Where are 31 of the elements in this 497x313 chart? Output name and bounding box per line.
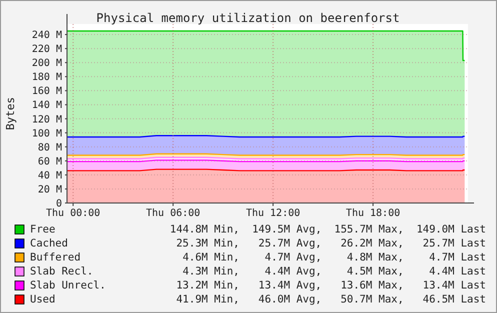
legend-label: Slab Recl. [30, 266, 94, 278]
y-tick-label: 160 M [32, 86, 62, 98]
y-tick-label: 80 M [38, 142, 62, 154]
legend-label: Cached [30, 238, 68, 250]
y-tick-label: 40 M [38, 170, 62, 182]
legend-label: Slab Unrecl. [30, 280, 106, 292]
y-tick-label: 60 M [38, 156, 62, 168]
x-tick-label: Thu 12:00 [246, 208, 300, 219]
legend-label: Free [30, 224, 56, 236]
legend-label: Buffered [30, 252, 81, 264]
text: 13.2M Min, 13.4M Avg, 13.6M Max, 13.4M Last [176, 280, 486, 292]
text: 41.9M Min, 46.0M Avg, 50.7M Max, 46.5M Last [176, 294, 486, 306]
y-tick-label: 0 [56, 198, 62, 210]
y-tick-label: 140 M [32, 100, 62, 112]
text: 144.8M Min, 149.5M Avg, 155.7M Max, 149.0M Last [170, 224, 486, 236]
y-tick-label: 220 M [32, 44, 62, 56]
y-tick-label: 180 M [32, 72, 62, 84]
y-axis-title: Bytes [4, 96, 17, 130]
text: 4.6M Min, 4.7M Avg, 4.8M Max, 4.7M Last [182, 252, 486, 264]
y-tick-label: 200 M [32, 58, 62, 70]
text: 4.3M Min, 4.4M Avg, 4.5M Max, 4.4M Last [182, 266, 486, 278]
x-tick-label: Thu 06:00 [146, 208, 200, 219]
chart-title: Physical memory utilization on beerenforst [96, 11, 400, 25]
y-tick-label: 20 M [38, 184, 62, 196]
x-tick-label: Thu 18:00 [346, 208, 400, 219]
x-tick-label: Thu 00:00 [46, 208, 100, 219]
text: 25.3M Min, 25.7M Avg, 26.2M Max, 25.7M Last [176, 238, 486, 250]
y-tick-label: 240 M [32, 30, 62, 42]
y-tick-label: 100 M [32, 128, 62, 140]
y-tick-label: 120 M [32, 114, 62, 126]
legend-label: Used [30, 294, 56, 306]
